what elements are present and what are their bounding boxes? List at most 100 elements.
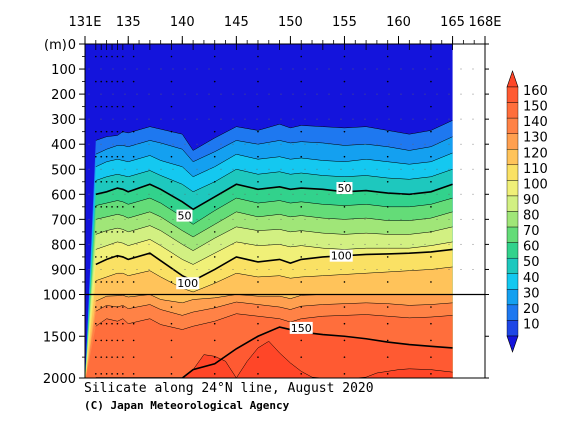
grid-dot [160, 168, 162, 170]
grid-dot [124, 143, 126, 145]
grid-dot [472, 143, 474, 145]
grid-dot [400, 218, 402, 220]
sample-dot [122, 306, 124, 308]
grid-dot [304, 93, 306, 95]
contour-fills [85, 44, 453, 378]
grid-dot [124, 93, 126, 95]
colorbar-segment [506, 195, 519, 212]
grid-dot [232, 218, 234, 220]
y-tick-label: 1500 [43, 330, 76, 345]
grid-dot [328, 268, 330, 270]
y-tick-label: 700 [51, 213, 76, 228]
grid-dot [100, 143, 102, 145]
grid-dot [400, 118, 402, 120]
grid-dot [304, 168, 306, 170]
sample-dot [257, 306, 259, 308]
sample-dot [111, 105, 113, 108]
grid-dot [196, 268, 198, 270]
grid-dot [148, 143, 150, 145]
colorbar-segment [506, 149, 519, 166]
contour-line-80 [95, 225, 453, 251]
y-tick-label: 600 [51, 188, 76, 203]
sample-dot [386, 373, 389, 375]
contour-label-bg [289, 321, 313, 334]
sample-dot [132, 256, 135, 258]
grid-dot [124, 268, 126, 270]
sample-dot [300, 130, 303, 133]
grid-dot [280, 243, 282, 245]
sample-dot [116, 322, 119, 325]
band-above-160 [182, 341, 453, 378]
grid-dot [424, 143, 426, 145]
sample-dot [95, 105, 97, 108]
colorbar-label: 130 [523, 131, 548, 146]
sample-dot [170, 180, 173, 183]
grid-dot [208, 93, 210, 95]
sample-dot [105, 155, 108, 158]
grid-dot [280, 168, 282, 170]
colorbar-label: 90 [523, 193, 540, 208]
y-tick-label: 1000 [43, 289, 76, 304]
grid-dot [280, 268, 282, 270]
colorbar-bottom-arrow [506, 335, 519, 353]
grid-dot [436, 68, 438, 70]
sample-dot [95, 339, 97, 342]
sample-dot [122, 180, 124, 183]
grid-dot [412, 168, 414, 170]
contour-labels: 50 50 100 100 150 [176, 182, 353, 335]
sample-dot [132, 80, 135, 83]
sample-dot [213, 155, 216, 158]
grid-dot [436, 193, 438, 195]
grid-dot [352, 193, 354, 195]
sample-dot [95, 55, 97, 58]
grid-dot [436, 243, 438, 245]
colorbar-label: 70 [523, 224, 540, 239]
grid-dot [244, 143, 246, 145]
grid-dot [412, 218, 414, 220]
sample-dot [111, 356, 113, 358]
sample-dot [343, 339, 346, 342]
grid-dot [136, 168, 138, 170]
contour-label-bg [176, 277, 200, 290]
grid-dot [328, 193, 330, 195]
grid-dot [292, 93, 294, 95]
grid-dot [208, 143, 210, 145]
colorbar-label: 80 [523, 209, 540, 224]
grid-dot [100, 268, 102, 270]
sample-dot [132, 155, 135, 158]
grid-dot [280, 218, 282, 220]
grid-dot [412, 268, 414, 270]
sample-dot [95, 155, 97, 158]
sample-dot [386, 306, 389, 308]
grid-dot [316, 93, 318, 95]
grid-dot [364, 193, 366, 195]
colorbar-segment [506, 86, 519, 103]
sample-dot [386, 105, 389, 108]
sample-dot [111, 155, 113, 158]
sample-dot [213, 281, 216, 283]
sample-dot [300, 180, 303, 183]
sample-dot [257, 80, 259, 83]
grid-dot [184, 93, 186, 95]
grid-dot [328, 68, 330, 70]
sample-dot [213, 256, 216, 258]
grid-dot [448, 268, 450, 270]
grid-dot [148, 218, 150, 220]
sample-dot [122, 206, 124, 208]
grid-dot [436, 93, 438, 95]
grid-dot [208, 118, 210, 120]
grid-dot [352, 243, 354, 245]
grid-dot [340, 118, 342, 120]
sample-dot [116, 206, 119, 208]
colorbar-label: 40 [523, 271, 540, 286]
grid-dot [232, 143, 234, 145]
grid-dot [412, 193, 414, 195]
sample-dot [300, 256, 303, 258]
grid-dot [100, 243, 102, 245]
sample-dot [105, 80, 108, 83]
grid-dot [268, 118, 270, 120]
sample-dot [170, 231, 173, 233]
sample-dot [386, 356, 389, 358]
